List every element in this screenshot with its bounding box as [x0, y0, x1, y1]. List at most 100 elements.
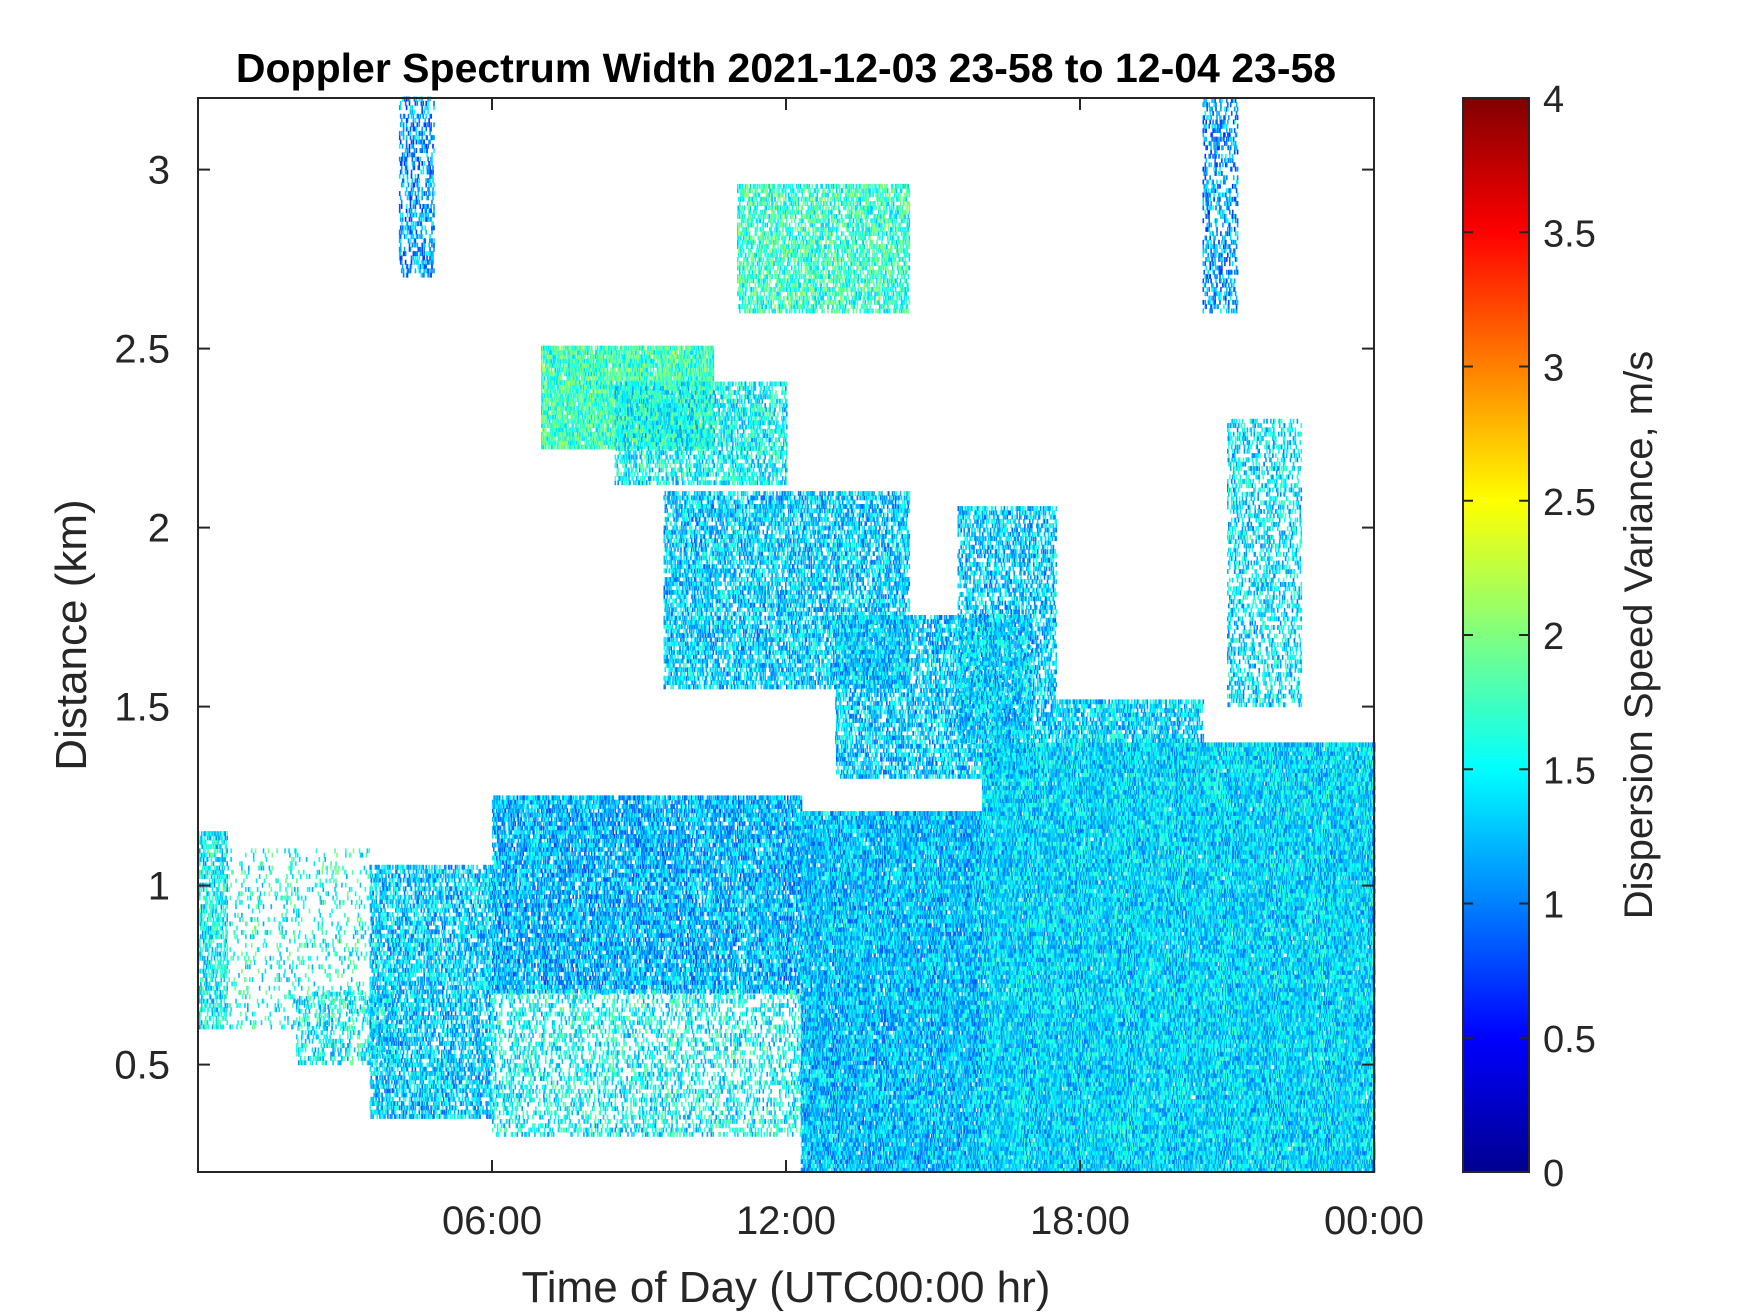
heatmap-cell — [225, 973, 227, 978]
heatmap-cell — [230, 857, 232, 862]
heatmap-cell — [310, 1005, 312, 1010]
heatmap-cell — [237, 1003, 239, 1008]
heatmap-cell — [336, 996, 338, 1001]
heatmap-cell — [359, 848, 361, 853]
heatmap-cell — [221, 1003, 223, 1008]
heatmap-cell — [298, 909, 300, 914]
heatmap-cell — [249, 887, 251, 892]
heatmap-cell — [286, 977, 288, 982]
heatmap-cell — [266, 960, 268, 965]
heatmap-cell — [314, 934, 316, 939]
heatmap-cell — [212, 947, 214, 952]
heatmap-cell — [267, 930, 269, 935]
heatmap-cell — [346, 921, 348, 926]
heatmap-cell — [355, 930, 357, 935]
heatmap-cell — [218, 840, 220, 845]
heatmap-cell — [328, 996, 330, 1001]
heatmap-cell — [370, 942, 372, 947]
heatmap-cell — [308, 1030, 310, 1035]
heatmap-cell — [295, 853, 297, 858]
heatmap-cell — [233, 982, 235, 987]
heatmap-cell — [352, 1005, 354, 1010]
heatmap-cell — [366, 870, 368, 875]
heatmap-cell — [288, 994, 290, 999]
heatmap-cell — [261, 866, 263, 871]
heatmap-cell — [350, 990, 352, 995]
heatmap-cell — [216, 1016, 218, 1021]
heatmap-cell — [301, 1009, 303, 1014]
heatmap-cell — [275, 1007, 277, 1012]
heatmap-cell — [332, 939, 334, 944]
heatmap-cell — [306, 1043, 308, 1048]
heatmap-cell — [245, 1012, 247, 1017]
heatmap-cell — [361, 934, 363, 939]
heatmap-cell — [210, 943, 212, 948]
heatmap-cell — [329, 1005, 331, 1010]
heatmap-cell — [213, 844, 215, 849]
heatmap-cell — [307, 943, 309, 948]
heatmap-cell — [340, 1052, 342, 1057]
heatmap-cell — [224, 913, 226, 918]
heatmap-cell — [370, 981, 372, 986]
heatmap-cell — [270, 1020, 272, 1025]
heatmap-cell — [337, 1022, 339, 1027]
heatmap-cell — [344, 913, 346, 918]
heatmap-cell — [204, 1020, 206, 1025]
heatmap-cell — [332, 1039, 334, 1044]
heatmap-cell — [371, 882, 373, 887]
heatmap-cell — [251, 917, 253, 922]
heatmap-cell — [295, 891, 297, 896]
heatmap-cell — [285, 887, 287, 892]
heatmap-cell — [367, 1017, 369, 1022]
heatmap-cell — [222, 853, 224, 858]
heatmap-cell — [208, 964, 210, 969]
heatmap-cell — [365, 992, 367, 997]
heatmap-cell — [334, 887, 336, 892]
heatmap-cell — [372, 942, 374, 947]
heatmap-cell — [241, 866, 243, 871]
heatmap-cell — [245, 994, 247, 999]
heatmap-cell — [212, 926, 214, 931]
heatmap-cell — [265, 1016, 267, 1021]
heatmap-cell — [298, 921, 300, 926]
heatmap-cell — [371, 938, 373, 943]
heatmap-cell — [332, 1047, 334, 1052]
heatmap-cell — [351, 900, 353, 905]
heatmap-cell — [323, 900, 325, 905]
heatmap-cell — [252, 1012, 254, 1017]
heatmap-cell — [360, 1005, 362, 1010]
heatmap-cell — [228, 977, 230, 982]
heatmap-cell — [340, 996, 342, 1001]
heatmap-cell — [336, 926, 338, 931]
heatmap-cell — [339, 992, 341, 997]
heatmap-cell — [226, 1007, 228, 1012]
heatmap-cell — [366, 1009, 368, 1014]
heatmap-cell — [323, 1000, 325, 1005]
heatmap-cell — [201, 1020, 203, 1025]
heatmap-cell — [215, 853, 217, 858]
heatmap-cell — [213, 986, 215, 991]
heatmap-cell — [350, 1030, 352, 1035]
heatmap-cell — [286, 900, 288, 905]
heatmap-cell — [199, 861, 201, 866]
heatmap-cell — [264, 878, 266, 883]
heatmap-cell — [248, 904, 250, 909]
heatmap-cell — [372, 925, 374, 930]
heatmap-cell — [230, 883, 232, 888]
heatmap-cell — [237, 913, 239, 918]
heatmap-cell — [217, 990, 219, 995]
heatmap-cell — [204, 990, 206, 995]
heatmap-cell — [322, 947, 324, 952]
heatmap-cell — [226, 952, 228, 957]
heatmap-cell — [274, 977, 276, 982]
heatmap-cell — [224, 866, 226, 871]
heatmap-cell — [337, 969, 339, 974]
heatmap-cell — [359, 982, 361, 987]
heatmap-cell — [329, 1035, 331, 1040]
heatmap-cell — [348, 964, 350, 969]
heatmap-cell — [221, 999, 223, 1004]
heatmap-cell — [219, 986, 221, 991]
heatmap-cell — [274, 986, 276, 991]
heatmap-cell — [216, 909, 218, 914]
heatmap-cell — [211, 986, 213, 991]
